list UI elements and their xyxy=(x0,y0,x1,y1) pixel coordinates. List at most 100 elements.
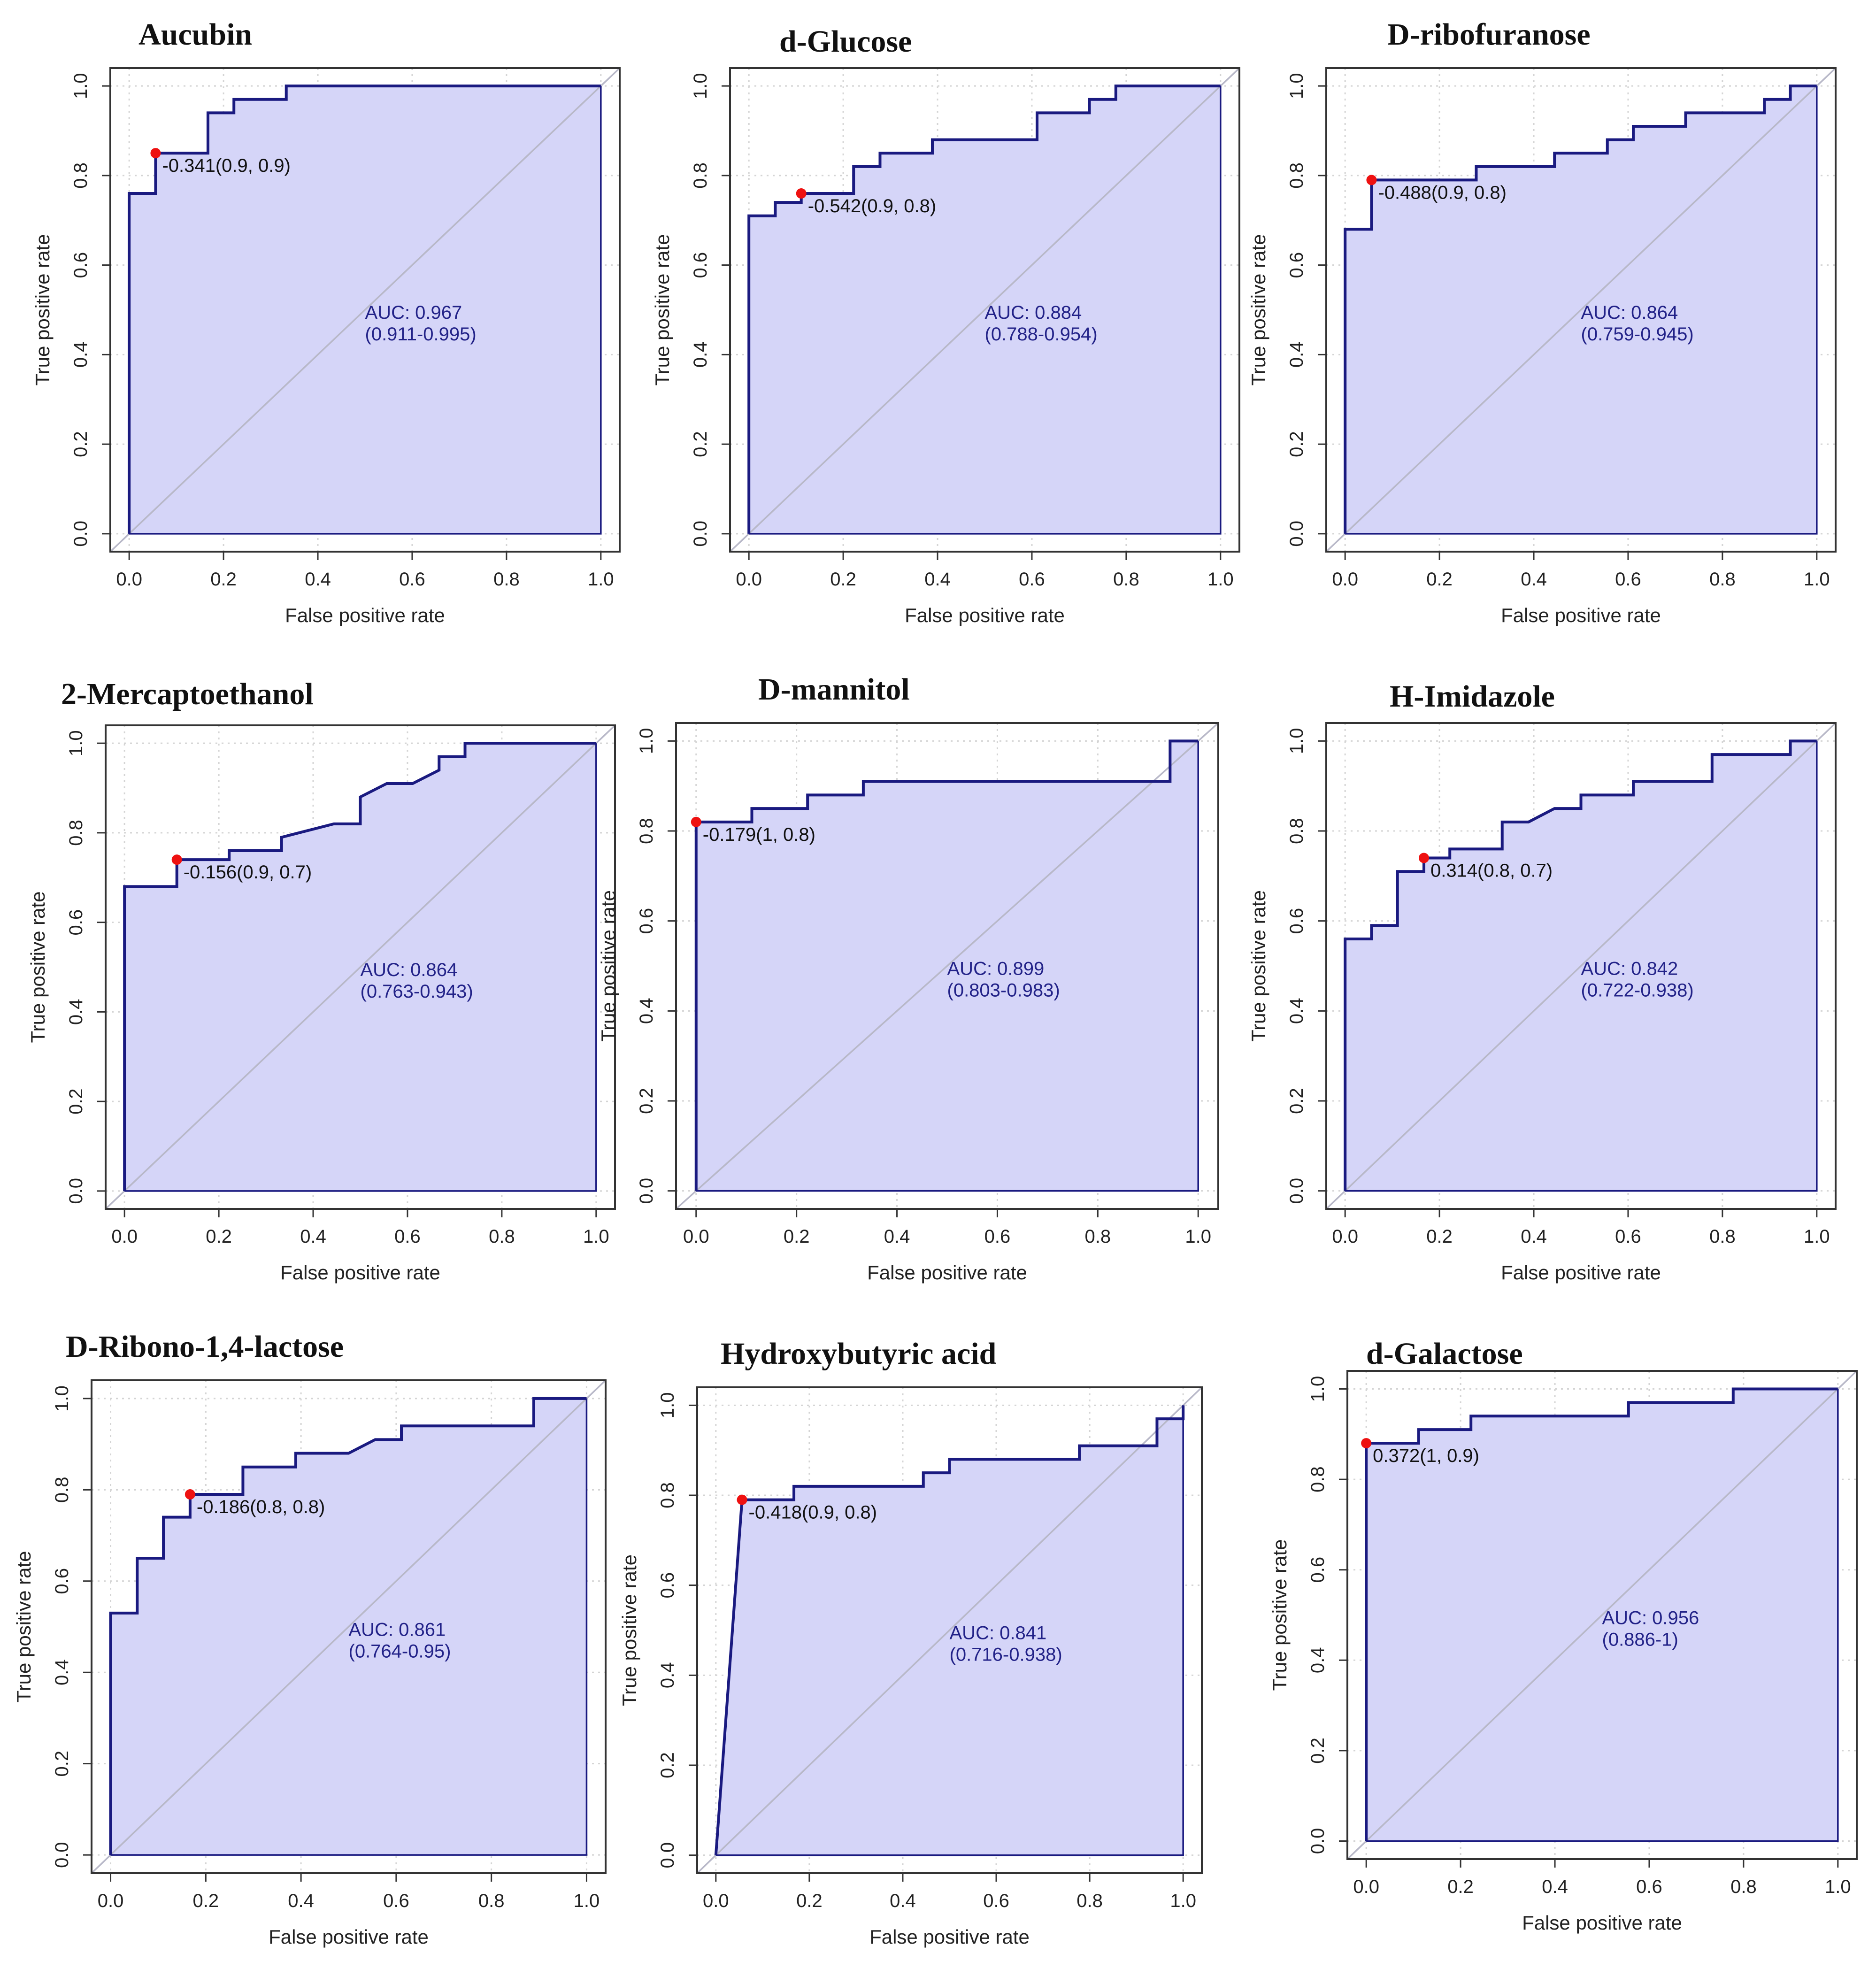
x-tick-label: 0.0 xyxy=(111,1226,138,1247)
y-axis: 0.0 0.2 0.4 0.6 0.8 1.0 xyxy=(1286,728,1326,1204)
panel-title: H-Imidazole xyxy=(1390,679,1555,714)
threshold-point xyxy=(185,1489,195,1500)
y-tick-label: 0.6 xyxy=(52,1568,72,1594)
y-axis-label: True positive rate xyxy=(1269,1539,1291,1691)
x-axis: 0.0 0.2 0.4 0.6 0.8 1.0 xyxy=(98,1873,600,1911)
y-tick-label: 0.6 xyxy=(636,908,657,934)
plot-frame xyxy=(696,1386,1203,1874)
y-axis: 0.0 0.2 0.4 0.6 0.8 1.0 xyxy=(1307,1376,1347,1854)
diagonal-reference-line xyxy=(1346,1370,1858,1860)
auc-value: AUC: 0.861 xyxy=(349,1619,446,1640)
x-tick-label: 0.0 xyxy=(683,1226,709,1247)
y-tick-label: 0.2 xyxy=(1286,1088,1307,1114)
y-tick-label: 0.8 xyxy=(690,162,711,189)
x-tick-label: 1.0 xyxy=(574,1891,600,1911)
x-tick-label: 1.0 xyxy=(1170,1891,1196,1911)
y-tick-label: 0.8 xyxy=(657,1482,678,1508)
y-axis: 0.0 0.2 0.4 0.6 0.8 1.0 xyxy=(1286,73,1326,547)
y-tick-label: 0.4 xyxy=(690,342,711,368)
y-tick-label: 0.6 xyxy=(690,252,711,278)
auc-value: AUC: 0.884 xyxy=(985,302,1082,323)
panel-title: D-ribofuranose xyxy=(1387,17,1591,52)
y-tick-label: 0.6 xyxy=(1307,1557,1328,1583)
roc-panel-3: -0.488(0.9, 0.8) AUC: 0.864(0.759-0.945) 0… xyxy=(1247,17,1837,626)
diagonal-reference-line xyxy=(1325,722,1837,1210)
auc-value: AUC: 0.899 xyxy=(947,959,1045,979)
auc-confidence-interval: (0.722-0.938) xyxy=(1581,980,1694,1001)
y-tick-label: 0.2 xyxy=(636,1088,657,1114)
x-axis-label: False positive rate xyxy=(869,1926,1030,1948)
y-tick-label: 0.0 xyxy=(657,1842,678,1869)
x-tick-label: 0.2 xyxy=(796,1891,823,1911)
y-tick-label: 0.8 xyxy=(636,818,657,844)
y-tick-label: 0.6 xyxy=(70,252,91,278)
y-tick-label: 0.4 xyxy=(1286,342,1307,368)
plot-frame xyxy=(675,722,1219,1210)
threshold-point xyxy=(1418,853,1429,863)
auc-confidence-interval: (0.886-1) xyxy=(1602,1629,1678,1650)
y-tick-label: 1.0 xyxy=(1307,1376,1328,1402)
panel-title: Aucubin xyxy=(138,17,252,52)
y-axis: 0.0 0.2 0.4 0.6 0.8 1.0 xyxy=(70,73,110,547)
threshold-point xyxy=(691,816,701,827)
y-axis: 0.0 0.2 0.4 0.6 0.8 1.0 xyxy=(52,1385,92,1868)
y-axis-label: True positive rate xyxy=(13,1551,35,1703)
y-tick-label: 0.6 xyxy=(1286,908,1307,934)
x-tick-label: 1.0 xyxy=(1185,1226,1211,1247)
threshold-point xyxy=(150,148,161,159)
roc-curve xyxy=(694,739,1199,1191)
y-tick-label: 0.8 xyxy=(1286,818,1307,844)
threshold-label: -0.542(0.9, 0.8) xyxy=(808,196,937,216)
y-axis-label: True positive rate xyxy=(597,890,619,1042)
x-axis: 0.0 0.2 0.4 0.6 0.8 1.0 xyxy=(1332,1209,1830,1247)
roc-panel-8: -0.418(0.9, 0.8) AUC: 0.841(0.716-0.938) 0… xyxy=(618,1337,1203,1948)
y-tick-label: 0.4 xyxy=(70,342,91,368)
diagonal-reference-line xyxy=(696,1386,1203,1874)
y-axis: 0.0 0.2 0.4 0.6 0.8 1.0 xyxy=(690,73,730,547)
y-tick-label: 1.0 xyxy=(70,73,91,99)
x-tick-label: 0.0 xyxy=(736,569,762,590)
x-axis-label: False positive rate xyxy=(280,1261,440,1284)
y-tick-label: 0.0 xyxy=(70,521,91,547)
auc-area-outline xyxy=(696,741,1199,1192)
y-axis: 0.0 0.2 0.4 0.6 0.8 1.0 xyxy=(636,728,676,1204)
auc-value: AUC: 0.864 xyxy=(361,960,458,980)
y-tick-label: 0.4 xyxy=(657,1662,678,1689)
auc-value: AUC: 0.841 xyxy=(950,1623,1047,1644)
x-axis-label: False positive rate xyxy=(1501,604,1661,626)
auc-area-outline xyxy=(110,1398,588,1856)
roc-curve xyxy=(747,85,1221,534)
x-tick-label: 0.4 xyxy=(1521,569,1547,590)
diagonal-reference-line xyxy=(105,724,616,1210)
x-tick-label: 0.6 xyxy=(1615,569,1641,590)
y-tick-label: 1.0 xyxy=(657,1392,678,1419)
y-tick-label: 1.0 xyxy=(690,73,711,99)
x-axis-label: False positive rate xyxy=(867,1261,1027,1284)
threshold-label: -0.179(1, 0.8) xyxy=(703,824,815,845)
y-tick-label: 1.0 xyxy=(66,730,86,756)
x-axis: 0.0 0.2 0.4 0.6 0.8 1.0 xyxy=(111,1209,609,1247)
x-tick-label: 0.0 xyxy=(1332,1226,1358,1247)
auc-value: AUC: 0.842 xyxy=(1581,959,1678,979)
auc-confidence-interval: (0.716-0.938) xyxy=(950,1645,1062,1665)
x-tick-label: 0.4 xyxy=(1542,1876,1568,1897)
auc-value: AUC: 0.967 xyxy=(365,302,462,323)
auc-confidence-interval: (0.763-0.943) xyxy=(361,981,473,1002)
y-tick-label: 0.0 xyxy=(636,1178,657,1204)
x-tick-label: 0.0 xyxy=(1332,569,1358,590)
y-tick-label: 0.8 xyxy=(70,162,91,189)
y-axis: 0.0 0.2 0.4 0.6 0.8 1.0 xyxy=(66,730,106,1204)
x-tick-label: 0.4 xyxy=(1521,1226,1547,1247)
y-tick-label: 0.0 xyxy=(66,1178,86,1204)
panel-title: D-Ribono-1,4-lactose xyxy=(66,1330,344,1364)
auc-value: AUC: 0.864 xyxy=(1581,302,1678,323)
x-tick-label: 0.0 xyxy=(703,1891,729,1911)
y-axis-label: True positive rate xyxy=(31,234,54,386)
auc-area-outline xyxy=(129,86,602,535)
y-tick-label: 0.0 xyxy=(690,521,711,547)
x-axis-label: False positive rate xyxy=(269,1926,429,1948)
y-tick-label: 0.2 xyxy=(1307,1738,1328,1764)
y-tick-label: 0.8 xyxy=(1286,162,1307,189)
x-tick-label: 0.2 xyxy=(1426,569,1453,590)
threshold-point xyxy=(1366,175,1377,185)
